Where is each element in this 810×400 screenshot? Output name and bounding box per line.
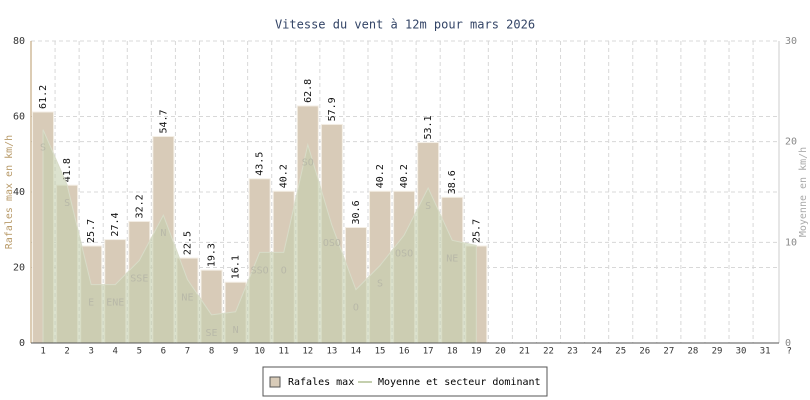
x-tick-label: 21 (519, 347, 530, 357)
x-tick-label: 18 (447, 347, 458, 357)
sector-label: ENE (106, 298, 124, 309)
x-tick-label: 6 (161, 347, 166, 357)
x-tick-label: 4 (113, 347, 118, 357)
x-tick-label: 30 (736, 347, 747, 357)
y-axis-label: Rafales max en km/h (4, 135, 15, 249)
sector-label: NE (181, 293, 193, 304)
x-tick-label: 14 (351, 347, 362, 357)
legend-label: Moyenne et secteur dominant (378, 377, 541, 388)
value-label: 40.2 (279, 164, 290, 188)
value-label: 40.2 (375, 164, 386, 188)
x-tick-label: 26 (639, 347, 650, 357)
x-tick-label: 11 (278, 347, 289, 357)
y-tick-label: 80 (13, 36, 25, 47)
y2-tick-label: 20 (785, 137, 797, 148)
sector-label: S (377, 278, 383, 289)
value-label: 25.7 (471, 219, 482, 243)
sector-label: SE (206, 328, 218, 339)
legend-label: Rafales max (288, 377, 354, 388)
value-label: 32.2 (134, 194, 145, 218)
x-tick-label: 28 (688, 347, 699, 357)
sector-label: OSO (323, 238, 341, 249)
sector-label: S (425, 201, 431, 212)
x-tick-label: 23 (567, 347, 578, 357)
value-label: 41.8 (62, 158, 73, 182)
x-tick-label: 12 (302, 347, 313, 357)
sector-label: SO (302, 158, 314, 169)
x-tick-label: 3 (88, 347, 93, 357)
sector-label: SSO (251, 265, 269, 276)
value-label: 62.8 (303, 79, 314, 103)
x-tick-label: 27 (663, 347, 674, 357)
value-label: 54.7 (158, 109, 169, 133)
x-tick-label: 22 (543, 347, 554, 357)
x-tick-label: 19 (471, 347, 482, 357)
x-tick-label: 9 (233, 347, 238, 357)
x-tick-label: 7 (185, 347, 190, 357)
y2-tick-label: 0 (785, 338, 791, 349)
legend-swatch (269, 376, 281, 388)
sector-label: N (160, 228, 166, 239)
y-tick-label: 0 (19, 338, 25, 349)
x-tick-label: 1 (40, 347, 45, 357)
value-label: 19.3 (207, 243, 218, 267)
x-tick-label: 13 (326, 347, 337, 357)
sector-label: N (233, 325, 239, 336)
sector-label: NE (446, 253, 458, 264)
sector-label: SSE (130, 273, 148, 284)
sector-label: E (88, 298, 94, 309)
x-tick-label: 29 (712, 347, 723, 357)
x-tick-label: 24 (591, 347, 602, 357)
value-label: 53.1 (423, 115, 434, 139)
value-label: 30.6 (351, 200, 362, 224)
x-tick-label: 20 (495, 347, 506, 357)
value-label: 16.1 (231, 255, 242, 279)
y-tick-label: 40 (13, 187, 25, 198)
sector-label: OSO (395, 248, 413, 259)
x-tick-label: ? (786, 347, 791, 357)
value-label: 43.5 (255, 152, 266, 176)
value-label: 38.6 (447, 170, 458, 194)
x-tick-label: 2 (64, 347, 69, 357)
legend-box (262, 366, 548, 397)
sector-label: S (40, 143, 46, 154)
y-tick-label: 60 (13, 112, 25, 123)
x-tick-label: 15 (375, 347, 386, 357)
x-tick-label: 10 (254, 347, 265, 357)
y2-tick-label: 10 (785, 237, 797, 248)
value-label: 61.2 (38, 85, 49, 109)
chart-title: Vitesse du vent à 12m pour mars 2026 (275, 18, 535, 32)
x-tick-label: 31 (760, 347, 771, 357)
sector-label: O (281, 265, 287, 276)
x-tick-label: 17 (423, 347, 434, 357)
value-label: 57.9 (327, 97, 338, 121)
sector-label: S (64, 198, 70, 209)
x-tick-label: 5 (137, 347, 142, 357)
value-label: 25.7 (86, 219, 97, 243)
y2-tick-label: 30 (785, 36, 797, 47)
x-tick-label: 16 (399, 347, 410, 357)
x-tick-label: 8 (209, 347, 214, 357)
value-label: 40.2 (399, 164, 410, 188)
value-label: 22.5 (182, 231, 193, 255)
x-tick-label: 25 (615, 347, 626, 357)
average-area (42, 129, 477, 344)
y-tick-label: 20 (13, 263, 25, 274)
value-label: 27.4 (110, 212, 121, 236)
y2-axis-label: Moyenne en km/h (798, 147, 809, 237)
sector-label: O (353, 303, 359, 314)
